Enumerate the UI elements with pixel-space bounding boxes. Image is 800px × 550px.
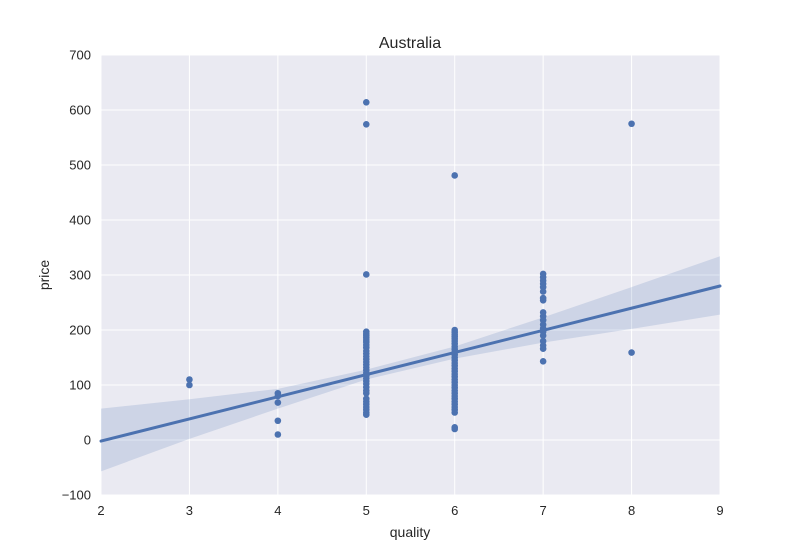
- x-tick-label: 3: [186, 503, 193, 518]
- data-point: [186, 376, 193, 383]
- data-point: [362, 389, 370, 397]
- data-point: [451, 409, 459, 416]
- y-tick-label: 0: [84, 433, 91, 448]
- y-tick-label: −100: [62, 488, 91, 503]
- data-point: [186, 381, 193, 389]
- x-tick-label: 9: [716, 503, 723, 518]
- x-tick-labels: 2 3 4 5 6 7 8 9: [97, 503, 723, 518]
- data-point: [362, 121, 370, 128]
- data-point: [539, 288, 547, 295]
- y-tick-label: 100: [69, 378, 91, 393]
- regression-line: [99, 284, 722, 443]
- data-point: [451, 425, 459, 433]
- x-tick-label: 5: [363, 503, 370, 518]
- data-point: [274, 417, 282, 425]
- y-tick-label: 200: [69, 323, 91, 338]
- y-tick-labels: −100 0 100 200 300 400 500 600 700: [62, 48, 91, 503]
- y-tick-label: 500: [69, 158, 91, 173]
- data-point: [628, 349, 635, 356]
- data-point: [362, 271, 370, 278]
- y-tick-label: 600: [69, 103, 91, 118]
- y-tick-label: 700: [69, 48, 91, 63]
- data-point: [451, 172, 459, 179]
- x-tick-label: 7: [540, 503, 547, 518]
- chart-title: Australia: [379, 35, 441, 52]
- data-point: [539, 358, 547, 365]
- data-point: [539, 297, 547, 304]
- x-axis-label: quality: [390, 524, 430, 540]
- y-axis-label: price: [36, 260, 52, 291]
- data-point: [628, 120, 635, 128]
- data-point: [362, 99, 370, 106]
- y-tick-label: 400: [69, 213, 91, 228]
- x-tick-label: 2: [97, 503, 104, 518]
- grid: [100, 54, 721, 496]
- data-point: [362, 411, 370, 419]
- data-point: [274, 431, 282, 438]
- data-point: [274, 399, 282, 406]
- x-tick-label: 6: [451, 503, 458, 518]
- x-tick-label: 8: [628, 503, 635, 518]
- x-tick-label: 4: [274, 503, 281, 518]
- data-points: [186, 99, 635, 438]
- data-point: [539, 332, 547, 339]
- y-tick-label: 300: [69, 268, 91, 283]
- data-point: [539, 345, 547, 353]
